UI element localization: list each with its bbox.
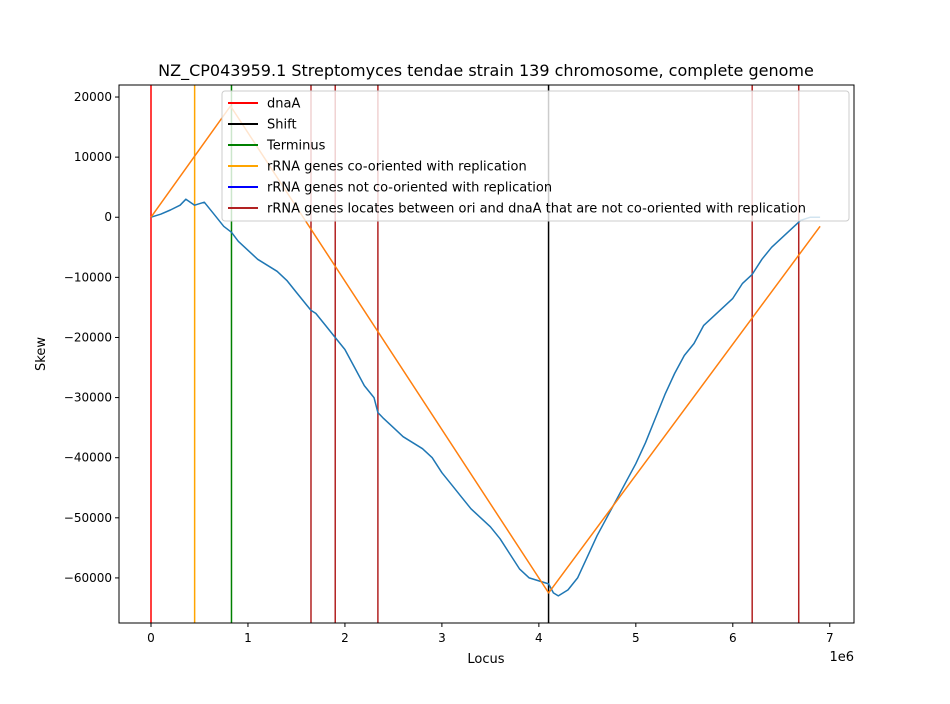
x-tick-label-2: 2 — [341, 631, 349, 645]
legend-box — [221, 90, 850, 222]
y-tick-label-8: −60000 — [64, 571, 112, 585]
legend-label-4: rRNA genes not co-oriented with replicat… — [267, 181, 552, 196]
legend-label-1: Shift — [267, 118, 297, 133]
axes-frame — [118, 84, 855, 624]
x-tick-label-7: 7 — [826, 631, 834, 645]
x-tick-label-4: 4 — [535, 631, 543, 645]
y-axis-label: Skew — [34, 337, 49, 371]
y-tick-label-4: −20000 — [64, 330, 112, 344]
y-tick-label-3: −10000 — [64, 270, 112, 284]
y-tick-label-1: 10000 — [74, 150, 112, 164]
legend-label-2: Terminus — [266, 139, 326, 154]
legend: dnaA Shift Terminus rRNA genes co-oriented … — [221, 90, 850, 222]
legend-label-5: rRNA genes locates between ori and dnaA … — [267, 202, 806, 217]
series-line-1 — [150, 105, 821, 594]
axis-ticks: 0 1 2 3 4 5 6 7 20000 10000 0 −10000 −20000 −30000 −40… — [64, 90, 834, 645]
x-tick-label-5: 5 — [632, 631, 640, 645]
chart-title: NZ_CP043959.1 Streptomyces tendae strain… — [158, 61, 814, 81]
x-axis-offset-label: 1e6 — [829, 650, 854, 665]
legend-label-0: dnaA — [267, 97, 300, 112]
y-tick-label-5: −30000 — [64, 391, 112, 405]
y-tick-label-6: −40000 — [64, 451, 112, 465]
legend-label-3: rRNA genes co-oriented with replication — [267, 160, 527, 175]
x-tick-label-3: 3 — [438, 631, 446, 645]
x-tick-label-0: 0 — [147, 631, 155, 645]
y-tick-label-2: 0 — [104, 210, 112, 224]
x-tick-label-6: 6 — [729, 631, 737, 645]
x-tick-label-1: 1 — [244, 631, 252, 645]
series-line-0 — [150, 198, 821, 597]
x-axis-label: Locus — [467, 652, 504, 667]
y-tick-label-0: 20000 — [74, 90, 112, 104]
y-tick-label-7: −50000 — [64, 511, 112, 525]
